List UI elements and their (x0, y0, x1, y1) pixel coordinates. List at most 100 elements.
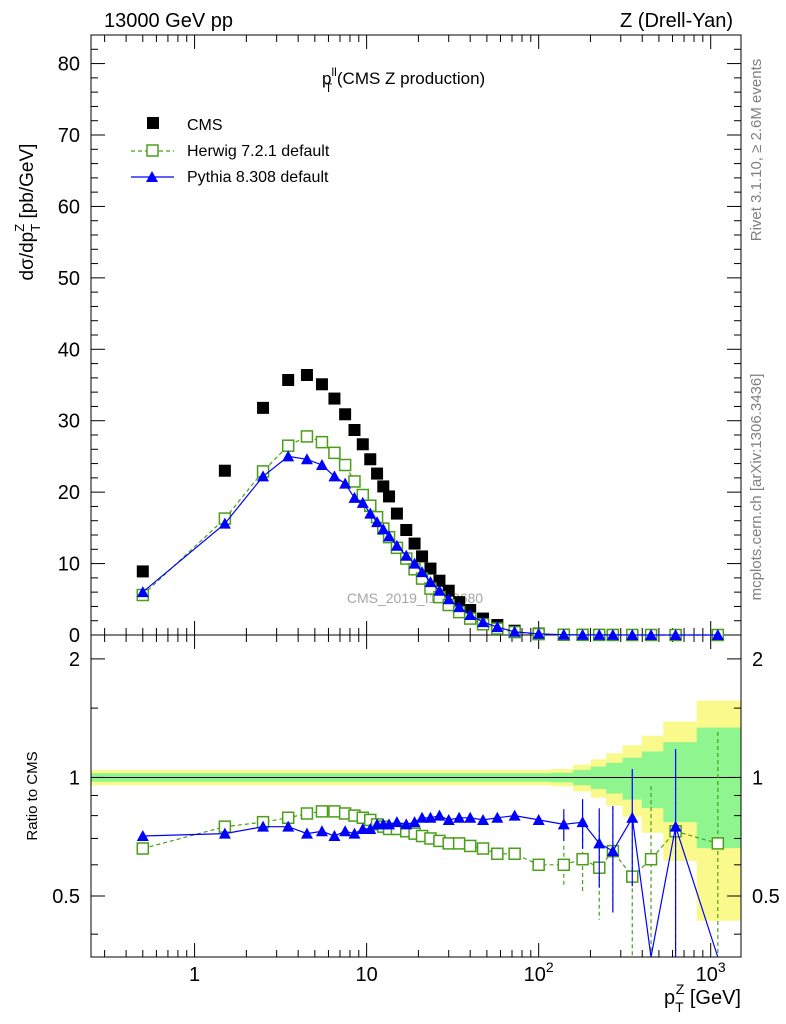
ratio-y-axis-ticks: 0.5 0.5 1 1 2 2 (52, 649, 780, 935)
cms-main-point (339, 408, 352, 421)
herwig-ratio-point (491, 847, 504, 861)
legend-cms-marker (147, 117, 159, 129)
x-axis-label: pTZ [GeV] (664, 981, 741, 1015)
ratio-band-inner (91, 727, 741, 849)
pythia-ratio-point (453, 811, 466, 823)
cms-main-point (364, 453, 377, 466)
herwig-ratio-point (136, 842, 150, 855)
pythia-main-point (282, 450, 295, 462)
pythia-main-point (315, 459, 328, 470)
pythia-main-point (424, 576, 437, 588)
herwig-main-point (328, 446, 341, 460)
pythia-main-point (557, 628, 570, 640)
pythia-main-point (508, 625, 521, 637)
pythia-ratio-point (282, 820, 295, 832)
pythia-main-point (328, 470, 341, 482)
pythia-ratio-point (593, 837, 606, 849)
pythia-main-point (364, 507, 377, 519)
herwig-main-point (281, 439, 295, 452)
herwig-ratio-point (315, 805, 329, 818)
main-y-tick-label: 20 (58, 482, 80, 504)
pythia-main-point (300, 453, 313, 465)
pythia-ratio-point (508, 809, 521, 821)
pythia-main-point (464, 609, 477, 620)
pythia-main-point (257, 470, 270, 482)
pythia-main-point (593, 628, 606, 640)
ratio-y-tick-label: 0.5 (52, 886, 80, 908)
pythia-main-point (408, 557, 421, 569)
pythia-main-point (356, 496, 369, 508)
herwig-ratio-point (644, 852, 658, 866)
main-y-tick-label: 10 (58, 554, 80, 576)
cms-main-point (328, 392, 341, 405)
herwig-main-point (315, 435, 329, 449)
herwig-ratio-point (508, 847, 521, 861)
pythia-ratio-point (557, 818, 570, 830)
main-y-tick-label: 0 (69, 625, 80, 647)
pythia-main-point (339, 477, 352, 489)
herwig-ratio-point (300, 807, 314, 820)
main-y-tick-label: 80 (58, 54, 80, 76)
ratio-panel-series (136, 731, 725, 958)
pythia-main-point (371, 516, 384, 528)
pythia-main-line (142, 455, 718, 636)
cms-main-point (400, 524, 413, 536)
ratio-panel-frame (90, 634, 742, 958)
pythia-ratio-point (257, 820, 270, 832)
legend-herwig-marker (146, 144, 159, 157)
ratio-y-tick-label-right: 0.5 (752, 886, 780, 908)
legend: CMS Herwig 7.2.1 default Pythia 8.308 de… (131, 117, 330, 186)
pythia-ratio-point (315, 825, 328, 837)
herwig-main-point (338, 458, 352, 472)
cms-main-point (371, 467, 384, 480)
x-tick-label: 10 (355, 964, 377, 986)
x-tick-label: 103 (696, 959, 726, 986)
pythia-main-point (383, 530, 396, 542)
ratio-y-tick-label-right: 1 (752, 767, 763, 789)
pythia-main-point (477, 616, 490, 628)
pythia-main-point (576, 628, 589, 640)
main-y-axis-label: dσ/dpTZ [pb/GeV] (12, 144, 43, 281)
herwig-ratio-point (452, 837, 466, 850)
x-tick-label: 1 (189, 964, 200, 986)
plot-title: pll T (CMS Z production) (322, 65, 485, 95)
pythia-ratio-point (669, 820, 682, 832)
pythia-ratio-point (416, 811, 429, 823)
herwig-ratio-point (463, 839, 477, 853)
pythia-main-point (348, 491, 361, 503)
main-panel-series (136, 369, 725, 642)
cms-main-point (136, 565, 149, 578)
pythia-main-point (606, 628, 619, 640)
herwig-ratio-point (442, 837, 455, 850)
cms-main-point (408, 537, 421, 550)
cms-main-point (416, 550, 429, 563)
main-y-tick-label: 70 (58, 125, 80, 147)
pythia-ratio-point (408, 816, 421, 828)
herwig-ratio-point (328, 805, 341, 818)
cms-main-point (300, 369, 313, 381)
pythia-ratio-point (136, 830, 149, 842)
pythia-ratio-point (364, 822, 377, 834)
pythia-main-point (442, 593, 455, 605)
main-y-axis-ticks: 0 10 20 30 40 50 60 70 80 (58, 48, 741, 647)
pythia-main-point (711, 628, 724, 640)
ratio-band-outer (91, 700, 741, 921)
pythia-main-point (491, 621, 504, 633)
pythia-ratio-point (339, 825, 352, 837)
main-y-tick-label: 30 (58, 411, 80, 433)
x-tick-label: 102 (524, 959, 554, 986)
pythia-main-point (136, 586, 149, 598)
main-y-tick-label: 40 (58, 339, 80, 361)
cms-main-point (377, 480, 390, 493)
cms-main-point (257, 401, 270, 414)
ratio-y-tick-label-right: 2 (752, 649, 763, 671)
pythia-main-point (626, 628, 639, 640)
legend-pythia-label: Pythia 8.308 default (187, 169, 329, 186)
herwig-main-point (300, 430, 314, 443)
pythia-ratio-point (348, 827, 361, 839)
herwig-ratio-point (532, 858, 545, 872)
pythia-main-point (400, 549, 413, 561)
rivet-version-label: Rivet 3.1.10, ≥ 2.6M events (748, 59, 765, 242)
cms-main-point (390, 507, 403, 520)
x-axis-ticks: 1 10 102 103 (104, 35, 726, 986)
